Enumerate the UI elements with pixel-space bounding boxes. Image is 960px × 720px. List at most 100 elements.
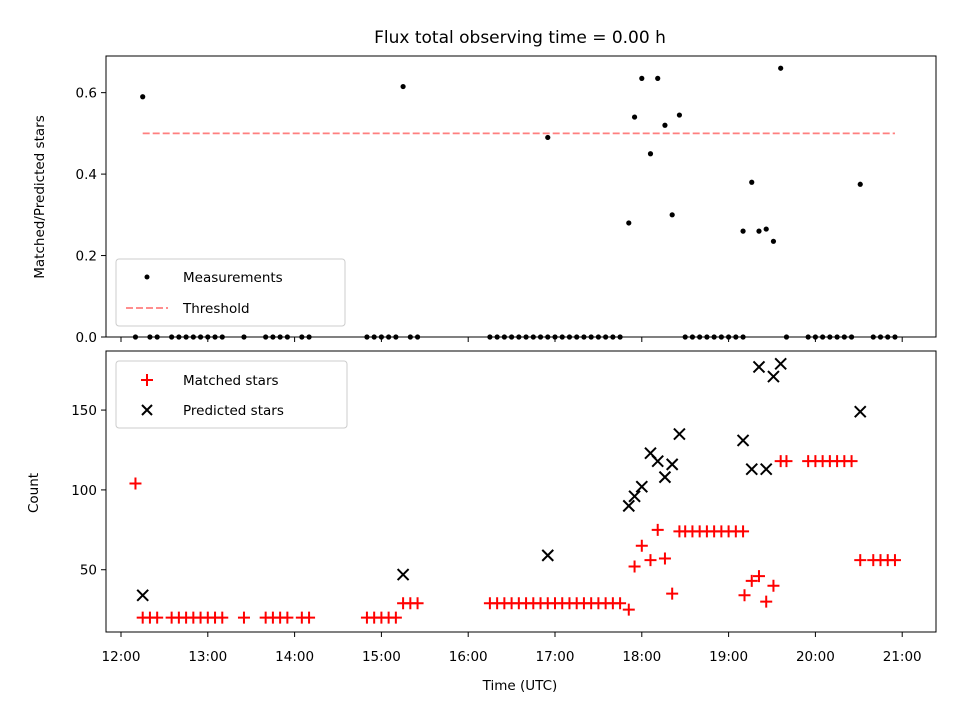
measurement-point xyxy=(763,226,769,232)
matched-star-point xyxy=(389,611,402,624)
legend-measurements-marker xyxy=(144,274,150,280)
matched-star-point xyxy=(737,525,750,538)
measurement-point xyxy=(770,238,777,244)
predicted-star-point xyxy=(774,357,787,370)
ratio-axes-frame xyxy=(105,55,937,338)
matched-star-point xyxy=(658,552,671,565)
matched-star-point xyxy=(651,523,664,536)
measurement-point xyxy=(740,228,746,234)
matched-star-point xyxy=(752,570,765,583)
matched-star-point xyxy=(614,597,627,610)
measurement-point xyxy=(778,65,784,71)
measurement-point xyxy=(626,220,632,226)
ratio-y-axis-label: Matched/Predicted stars xyxy=(32,115,48,278)
y-tick-label: 150 xyxy=(71,403,97,419)
matched-star-point xyxy=(151,611,164,624)
matched-star-point xyxy=(635,539,648,552)
matched-star-point xyxy=(216,611,229,624)
measurement-point xyxy=(400,83,406,90)
x-tick-label: 12:00 xyxy=(102,649,141,665)
measurement-point xyxy=(631,114,638,120)
count-axes-frame xyxy=(105,350,937,633)
matched-star-point xyxy=(622,603,635,616)
count-x-ticks: 12:00 13:00 14:00 15:00 16:00 17:00 18:00 19:00… xyxy=(102,632,922,665)
predicted-star-point xyxy=(767,370,780,383)
x-axis-label: Time (UTC) xyxy=(482,678,558,694)
ratio-panel: Flux total observing time = 0.00 h Match… xyxy=(32,28,937,346)
measurement-point xyxy=(756,228,762,234)
matched-star-point xyxy=(303,611,316,624)
matched-star-point xyxy=(780,455,793,468)
matched-star-point xyxy=(411,597,424,610)
count-panel: Count Time (UTC) 50 100 150 12:00 13:00 14:0… xyxy=(26,350,937,694)
predicted-star-point xyxy=(752,360,766,374)
measurement-point xyxy=(857,181,863,187)
measurement-point xyxy=(676,112,683,118)
measurement-point xyxy=(140,94,146,100)
measurement-point xyxy=(545,134,551,141)
ratio-y-ticks: 0.0 0.2 0.4 0.6 xyxy=(76,86,106,346)
predicted-star-point xyxy=(622,499,635,513)
count-plot-area xyxy=(129,357,901,624)
matched-star-point xyxy=(854,554,867,567)
predicted-star-point xyxy=(635,480,649,493)
predicted-star-point xyxy=(745,462,758,476)
matched-star-point xyxy=(760,595,773,608)
count-legend: Matched stars Predicted stars xyxy=(115,360,348,429)
measurement-point xyxy=(662,122,668,128)
x-tick-label: 13:00 xyxy=(188,649,227,665)
legend-matched-marker xyxy=(141,374,153,386)
x-tick-label: 18:00 xyxy=(622,649,661,665)
count-y-ticks: 50 100 150 xyxy=(71,403,106,579)
predicted-star-point xyxy=(628,490,641,503)
matched-star-point xyxy=(281,611,294,624)
count-legend-box xyxy=(115,360,348,429)
measurement-point xyxy=(749,179,755,185)
predicted-star-point xyxy=(658,470,672,484)
x-tick-label: 14:00 xyxy=(275,649,314,665)
y-tick-label: 0.2 xyxy=(76,249,97,265)
predicted-star-point xyxy=(673,427,686,441)
predicted-star-point xyxy=(760,462,773,476)
measurement-point xyxy=(669,212,675,218)
predicted-star-point xyxy=(541,549,554,562)
predicted-star-point xyxy=(736,434,750,447)
measurement-point xyxy=(639,75,645,81)
x-tick-label: 15:00 xyxy=(362,649,401,665)
legend-threshold-label: Threshold xyxy=(182,301,250,317)
legend-matched-label: Matched stars xyxy=(183,373,279,389)
matched-star-point xyxy=(129,477,142,490)
matched-star-point xyxy=(644,554,657,567)
matched-star-point xyxy=(738,589,751,602)
matched-star-point xyxy=(237,611,250,624)
predicted-star-point xyxy=(651,454,664,468)
y-tick-label: 50 xyxy=(80,563,97,579)
predicted-star-point xyxy=(665,458,679,471)
y-tick-label: 0.6 xyxy=(76,86,97,102)
x-tick-label: 19:00 xyxy=(709,649,748,665)
y-tick-label: 0.4 xyxy=(76,167,97,183)
matched-star-point xyxy=(628,560,641,573)
matched-star-point xyxy=(845,455,858,468)
x-tick-label: 21:00 xyxy=(883,649,922,665)
matched-star-point xyxy=(767,579,780,592)
chart-title: Flux total observing time = 0.00 h xyxy=(374,28,666,48)
x-tick-label: 20:00 xyxy=(796,649,835,665)
y-tick-label: 100 xyxy=(71,483,97,499)
matched-star-point xyxy=(888,554,901,567)
measurement-point xyxy=(647,151,654,157)
ratio-legend-box xyxy=(115,258,346,327)
y-tick-label: 0.0 xyxy=(76,330,97,346)
legend-predicted-marker xyxy=(141,404,153,416)
matched-star-point xyxy=(666,587,679,600)
count-y-axis-label: Count xyxy=(26,473,42,513)
x-tick-label: 16:00 xyxy=(449,649,488,665)
measurement-point xyxy=(655,75,661,81)
legend-measurements-label: Measurements xyxy=(183,270,283,286)
predicted-star-point xyxy=(396,568,410,581)
legend-predicted-label: Predicted stars xyxy=(183,403,284,419)
matched-star-point xyxy=(745,574,758,587)
ratio-legend: Measurements Threshold xyxy=(115,258,346,327)
